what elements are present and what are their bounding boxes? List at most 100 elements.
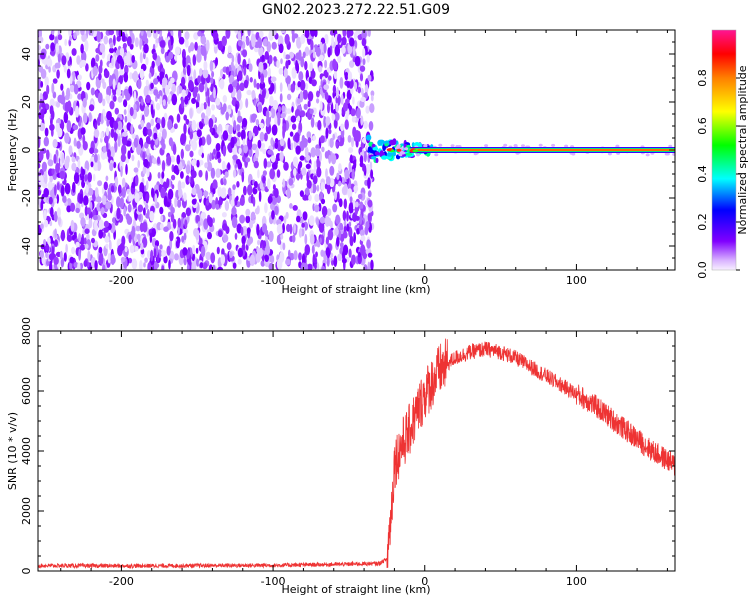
transition-blob (382, 144, 386, 151)
noise-speckle (181, 89, 186, 98)
noise-speckle (288, 249, 291, 258)
noise-speckle (286, 223, 291, 233)
transition-blob (372, 146, 379, 151)
noise-speckle (105, 141, 109, 153)
noise-speckle (106, 86, 112, 97)
noise-speckle (209, 60, 214, 72)
noise-speckle (145, 180, 149, 191)
noise-speckle (183, 192, 187, 202)
noise-speckle (228, 83, 234, 93)
noise-speckle (327, 229, 334, 241)
noise-speckle (290, 142, 294, 151)
noise-speckle (40, 108, 45, 121)
noise-speckle (300, 262, 307, 270)
noise-speckle (236, 181, 240, 188)
noise-speckle (276, 234, 281, 245)
noise-speckle (327, 102, 330, 114)
noise-speckle (241, 35, 247, 42)
noise-speckle (263, 158, 268, 169)
noise-speckle (261, 142, 265, 149)
noise-speckle (233, 120, 237, 131)
noise-speckle (114, 140, 118, 153)
noise-speckle (338, 163, 342, 172)
noise-speckle (220, 68, 223, 78)
noise-speckle (300, 34, 306, 44)
noise-speckle (205, 251, 211, 261)
noise-speckle (84, 243, 89, 250)
noise-speckle (197, 30, 202, 37)
noise-speckle (354, 81, 358, 91)
noise-speckle (153, 262, 160, 269)
tone-band (409, 149, 675, 151)
noise-speckle (134, 192, 140, 204)
noise-speckle (173, 165, 179, 174)
noise-speckle (352, 96, 355, 105)
spectrogram-y-axis: -40 -20 0 20 40 (20, 29, 675, 271)
spectrogram-x-tick-label: -100 (261, 274, 286, 287)
noise-speckle (66, 120, 72, 133)
noise-speckle (209, 127, 213, 133)
noise-speckle (301, 253, 306, 264)
noise-speckle (102, 231, 106, 239)
noise-speckle (71, 156, 76, 163)
noise-speckle (56, 207, 61, 218)
noise-speckle (259, 30, 264, 38)
noise-speckle (145, 94, 151, 104)
noise-speckle (343, 102, 348, 112)
noise-speckle (66, 234, 73, 242)
noise-speckle (161, 116, 166, 129)
noise-speckle (172, 218, 177, 229)
noise-speckle (164, 84, 170, 96)
noise-speckle (81, 179, 86, 189)
noise-speckle (176, 154, 181, 165)
tone-halo (434, 153, 439, 157)
noise-speckle (257, 37, 263, 49)
noise-speckle (259, 122, 264, 129)
noise-speckle (242, 49, 248, 58)
noise-speckle (77, 262, 81, 270)
noise-speckle (51, 30, 55, 36)
noise-speckle (230, 136, 235, 149)
noise-speckle (292, 167, 297, 177)
noise-speckle (329, 165, 335, 176)
noise-speckle (307, 137, 312, 144)
noise-speckle (200, 245, 206, 258)
noise-speckle (285, 54, 291, 60)
noise-speckle (363, 120, 368, 129)
colorbar-tick-label: 0.2 (696, 213, 709, 231)
noise-speckle (92, 148, 99, 154)
noise-speckle (64, 38, 68, 47)
noise-speckle (73, 83, 79, 95)
noise-speckle (203, 60, 208, 71)
noise-speckle (54, 239, 58, 247)
noise-speckle (276, 258, 283, 270)
noise-speckle (113, 95, 117, 102)
snr-y-tick-label: 2000 (20, 497, 33, 525)
noise-speckle (336, 191, 340, 203)
noise-speckle (349, 60, 355, 68)
noise-speckle (291, 234, 296, 243)
noise-speckle (274, 205, 279, 216)
noise-speckle (87, 250, 91, 262)
noise-speckle (320, 198, 326, 205)
noise-speckle (349, 37, 355, 47)
noise-speckle (73, 32, 77, 40)
noise-speckle (340, 94, 344, 105)
noise-speckle (338, 198, 343, 208)
noise-speckle (86, 81, 91, 91)
noise-speckle (324, 92, 329, 101)
noise-speckle (247, 30, 251, 37)
noise-speckle (320, 182, 325, 191)
noise-speckle (236, 89, 242, 102)
noise-speckle (248, 147, 253, 158)
noise-speckle (46, 58, 53, 68)
noise-speckle (150, 118, 155, 127)
noise-speckle (243, 185, 247, 196)
noise-speckle (305, 163, 311, 169)
noise-speckle (146, 209, 150, 217)
noise-speckle (347, 71, 353, 82)
noise-speckle (128, 191, 132, 202)
noise-speckle (291, 67, 297, 79)
noise-speckle (313, 257, 317, 264)
noise-speckle (51, 82, 55, 94)
